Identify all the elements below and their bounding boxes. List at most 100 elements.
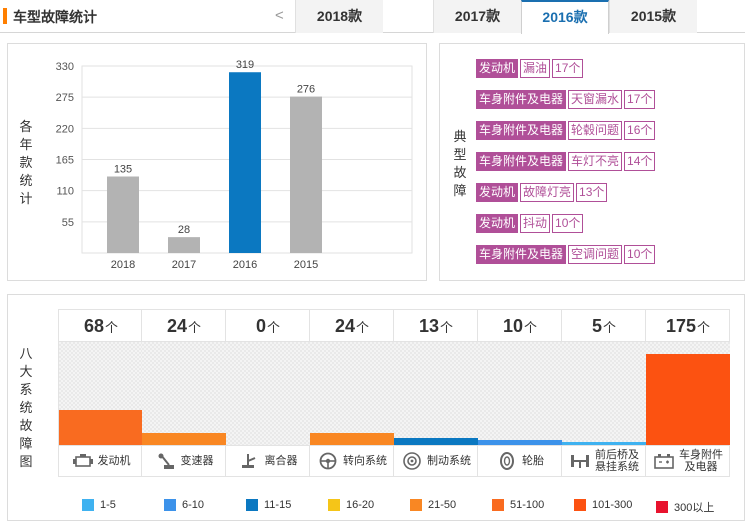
fault-item[interactable]: 车身附件及电器 车灯不亮 14个 xyxy=(476,152,657,171)
fault-system: 车身附件及电器 xyxy=(476,152,567,171)
color-legend: 1-5 6-10 11-15 16-20 21-50 51-100 101-300 300以上 xyxy=(82,499,742,515)
system-bar xyxy=(394,438,478,445)
system-column[interactable]: 24个变速器 xyxy=(142,309,226,477)
system-count-value: 0 xyxy=(255,316,266,336)
system-bar-area xyxy=(310,342,394,445)
fault-item[interactable]: 车身附件及电器 空调问题 10个 xyxy=(476,245,657,264)
system-count-value: 24 xyxy=(334,316,355,336)
system-count: 68个 xyxy=(59,309,143,342)
system-bar xyxy=(478,440,562,445)
label-char: 障 xyxy=(453,183,467,198)
page-title: 车型故障统计 xyxy=(13,9,97,25)
fault-count: 10个 xyxy=(552,214,584,233)
system-count: 175个 xyxy=(646,309,730,342)
typical-faults-panel: 典 型 故 障 发动机 漏油 17个 车身附件及电器 天窗漏水 17个 车身附件… xyxy=(439,43,745,281)
bar-2016[interactable] xyxy=(229,72,261,253)
label-char: 统 xyxy=(19,173,33,188)
y-tick-label: 275 xyxy=(56,92,74,104)
y-tick-label: 165 xyxy=(56,155,74,167)
car-battery-icon xyxy=(653,452,675,470)
system-bar xyxy=(142,433,226,445)
yearly-stats-label: 各 年 款 统 计 xyxy=(18,118,34,208)
y-tick-label: 55 xyxy=(62,217,74,229)
fault-count: 16个 xyxy=(624,121,656,140)
x-tick-label: 2017 xyxy=(172,259,196,271)
legend-swatch xyxy=(328,499,340,511)
legend-label: 51-100 xyxy=(510,499,545,511)
legend-item: 300以上 xyxy=(656,499,714,515)
fault-item[interactable]: 车身附件及电器 天窗漏水 17个 xyxy=(476,90,657,109)
fault-item[interactable]: 发动机 抖动 10个 xyxy=(476,214,585,233)
system-count-value: 24 xyxy=(166,316,187,336)
label-char: 障 xyxy=(19,436,33,451)
bar-value-label: 276 xyxy=(297,84,315,96)
system-count: 13个 xyxy=(394,309,478,342)
tire-icon xyxy=(496,452,518,470)
system-count-unit: 个 xyxy=(105,320,119,335)
prev-arrow-icon[interactable]: < xyxy=(275,7,284,24)
system-name: 变速器 xyxy=(180,455,214,467)
system-name: 轮胎 xyxy=(522,455,544,467)
bar-2018[interactable] xyxy=(107,176,139,254)
system-bar xyxy=(562,442,646,445)
bar-2015[interactable] xyxy=(290,96,322,253)
label-char: 典 xyxy=(453,129,467,144)
system-count-unit: 个 xyxy=(440,320,454,335)
title-accent-bar xyxy=(3,8,7,24)
fault-issue: 轮毂问题 xyxy=(568,121,623,140)
system-bar xyxy=(646,354,730,445)
system-bar-area xyxy=(59,342,143,445)
system-column[interactable]: 0个 离合器 xyxy=(226,309,310,477)
system-column[interactable]: 10个 轮胎 xyxy=(478,309,562,477)
typical-faults-label: 典 型 故 障 xyxy=(452,128,468,200)
legend-label: 21-50 xyxy=(428,499,457,511)
fault-item[interactable]: 发动机 漏油 17个 xyxy=(476,59,585,78)
y-tick-label: 330 xyxy=(56,61,74,73)
bar-value-label: 28 xyxy=(178,224,190,236)
system-column[interactable]: 24个 转向系统 xyxy=(310,309,394,477)
system-name: 车身附件 及电器 xyxy=(679,449,723,473)
fault-system: 车身附件及电器 xyxy=(476,90,567,109)
system-label: 变速器 xyxy=(142,445,226,477)
y-tick-label: 110 xyxy=(56,186,74,198)
system-label: 轮胎 xyxy=(478,445,562,477)
system-column[interactable]: 5个 前后桥及 悬挂系统 xyxy=(562,309,646,477)
tab-2015[interactable]: 2015款 xyxy=(609,0,697,33)
yearly-stats-panel: 各 年 款 统 计 55 110 165 220 275 330 135 2018 28 2017… xyxy=(7,43,427,281)
legend-item: 101-300 xyxy=(574,499,632,511)
system-column[interactable]: 175个车身附件 及电器 xyxy=(646,309,730,477)
fault-item[interactable]: 发动机 故障灯亮 13个 xyxy=(476,183,609,202)
system-name: 离合器 xyxy=(264,455,298,467)
fault-issue: 漏油 xyxy=(520,59,551,78)
fault-system: 车身附件及电器 xyxy=(476,245,567,264)
system-column[interactable]: 68个 发动机 xyxy=(58,309,143,477)
tab-2016[interactable]: 2016款 xyxy=(521,0,609,34)
system-count-unit: 个 xyxy=(356,320,370,335)
yearly-bar-chart: 55 110 165 220 275 330 135 2018 28 2017 319 2016 276… xyxy=(56,59,413,271)
system-bar-area xyxy=(646,342,730,445)
system-column[interactable]: 13个制动系统 xyxy=(394,309,478,477)
system-bar-area xyxy=(142,342,226,445)
system-count-unit: 个 xyxy=(188,320,202,335)
label-char: 故 xyxy=(453,165,467,180)
system-bar-area xyxy=(226,342,310,445)
tab-2018[interactable]: 2018款 xyxy=(295,0,383,33)
system-name: 制动系统 xyxy=(427,455,471,467)
systems-grid: 68个 发动机 24个 变速器 0个 离合器 24个 转向系统 13个 制动系统 10个 轮胎 5个 前后… xyxy=(58,309,730,477)
system-label: 离合器 xyxy=(226,445,310,477)
system-bar xyxy=(59,410,143,445)
system-bar-area xyxy=(394,342,478,445)
system-name: 前后桥及 悬挂系统 xyxy=(595,449,639,473)
legend-swatch xyxy=(492,499,504,511)
steering-wheel-icon xyxy=(317,452,339,470)
legend-item: 51-100 xyxy=(492,499,544,511)
fault-item[interactable]: 车身附件及电器 轮毂问题 16个 xyxy=(476,121,657,140)
legend-swatch xyxy=(82,499,94,511)
legend-label: 16-20 xyxy=(346,499,375,511)
label-char: 统 xyxy=(19,400,33,415)
fault-issue: 抖动 xyxy=(520,214,551,233)
label-char: 图 xyxy=(19,454,33,469)
system-bar-area xyxy=(562,342,646,445)
tab-2017[interactable]: 2017款 xyxy=(433,0,521,33)
bar-2017[interactable] xyxy=(168,237,200,253)
